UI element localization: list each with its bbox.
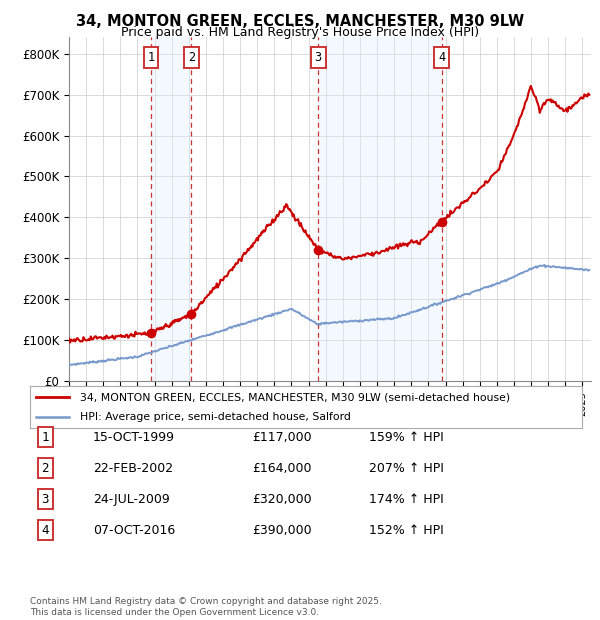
Text: 3: 3 — [41, 493, 49, 505]
Text: £390,000: £390,000 — [252, 524, 311, 536]
Text: £117,000: £117,000 — [252, 431, 311, 443]
Text: 2: 2 — [188, 51, 195, 64]
Text: Price paid vs. HM Land Registry's House Price Index (HPI): Price paid vs. HM Land Registry's House … — [121, 26, 479, 39]
Text: 07-OCT-2016: 07-OCT-2016 — [93, 524, 175, 536]
Text: 1: 1 — [148, 51, 155, 64]
Bar — [318, 37, 442, 381]
Text: 34, MONTON GREEN, ECCLES, MANCHESTER, M30 9LW (semi-detached house): 34, MONTON GREEN, ECCLES, MANCHESTER, M3… — [80, 392, 510, 402]
Text: 4: 4 — [438, 51, 445, 64]
Text: 4: 4 — [41, 524, 49, 536]
Text: 207% ↑ HPI: 207% ↑ HPI — [369, 462, 444, 474]
Text: 152% ↑ HPI: 152% ↑ HPI — [369, 524, 444, 536]
Text: HPI: Average price, semi-detached house, Salford: HPI: Average price, semi-detached house,… — [80, 412, 350, 422]
Text: 34, MONTON GREEN, ECCLES, MANCHESTER, M30 9LW: 34, MONTON GREEN, ECCLES, MANCHESTER, M3… — [76, 14, 524, 29]
Text: 159% ↑ HPI: 159% ↑ HPI — [369, 431, 444, 443]
Text: 15-OCT-1999: 15-OCT-1999 — [93, 431, 175, 443]
Text: 1: 1 — [41, 431, 49, 443]
Text: £164,000: £164,000 — [252, 462, 311, 474]
Text: 22-FEB-2002: 22-FEB-2002 — [93, 462, 173, 474]
Text: Contains HM Land Registry data © Crown copyright and database right 2025.
This d: Contains HM Land Registry data © Crown c… — [30, 598, 382, 617]
Text: 3: 3 — [314, 51, 322, 64]
Text: 2: 2 — [41, 462, 49, 474]
Text: 24-JUL-2009: 24-JUL-2009 — [93, 493, 170, 505]
Bar — [151, 37, 191, 381]
Text: 174% ↑ HPI: 174% ↑ HPI — [369, 493, 444, 505]
Text: £320,000: £320,000 — [252, 493, 311, 505]
